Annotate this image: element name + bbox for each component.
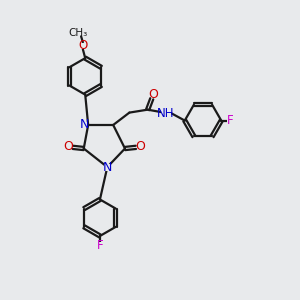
Bar — [161, 110, 171, 116]
Bar — [104, 164, 110, 171]
Text: F: F — [227, 114, 233, 127]
Bar — [97, 242, 103, 249]
Bar — [81, 122, 88, 128]
Text: N: N — [80, 118, 89, 131]
Text: O: O — [64, 140, 74, 153]
Text: NH: NH — [157, 107, 175, 120]
Bar — [151, 91, 157, 98]
Bar — [227, 118, 233, 124]
Text: O: O — [135, 140, 145, 153]
Text: N: N — [103, 161, 112, 174]
Bar — [65, 143, 71, 149]
Bar — [137, 143, 143, 149]
Text: O: O — [78, 39, 88, 52]
Text: O: O — [148, 88, 158, 101]
Text: F: F — [97, 239, 103, 252]
Text: CH₃: CH₃ — [68, 28, 87, 38]
Bar — [80, 43, 86, 49]
